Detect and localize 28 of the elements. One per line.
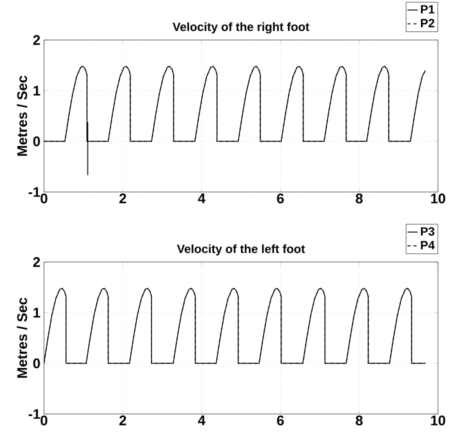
legend-label: P3 — [420, 227, 434, 236]
y-tick-label: 2 — [33, 257, 40, 267]
x-tick-label: 0 — [40, 416, 48, 426]
y-tick-label: -1 — [28, 409, 40, 419]
y-tick-label: 1 — [34, 308, 40, 318]
x-tick-label: 10 — [431, 416, 446, 426]
x-tick-label: 6 — [277, 416, 284, 426]
x-tick-label: 2 — [119, 416, 126, 426]
x-tick-label: 4 — [198, 416, 206, 426]
x-tick-label: 8 — [356, 194, 363, 204]
x-tick-label: 6 — [277, 194, 284, 204]
x-tick-label: 0 — [40, 194, 48, 204]
legend-label: P4 — [420, 241, 435, 250]
chart-title: Velocity of the left foot — [176, 244, 305, 256]
x-tick-label: 10 — [431, 194, 446, 204]
x-tick-label: 4 — [198, 194, 206, 204]
y-axis-title: Metres / Sec — [16, 298, 28, 378]
chart-title: Velocity of the right foot — [172, 22, 310, 34]
legend-label: P1 — [420, 5, 434, 14]
y-tick-label: 1 — [34, 86, 40, 96]
y-axis-title: Metres / Sec — [16, 76, 28, 156]
legend-label: P2 — [420, 18, 434, 28]
y-tick-label: 0 — [33, 136, 40, 146]
y-tick-label: 2 — [33, 35, 40, 45]
x-tick-label: 2 — [119, 194, 126, 204]
x-tick-label: 8 — [356, 416, 363, 426]
y-tick-label: 0 — [33, 358, 40, 368]
y-tick-label: -1 — [28, 187, 40, 197]
